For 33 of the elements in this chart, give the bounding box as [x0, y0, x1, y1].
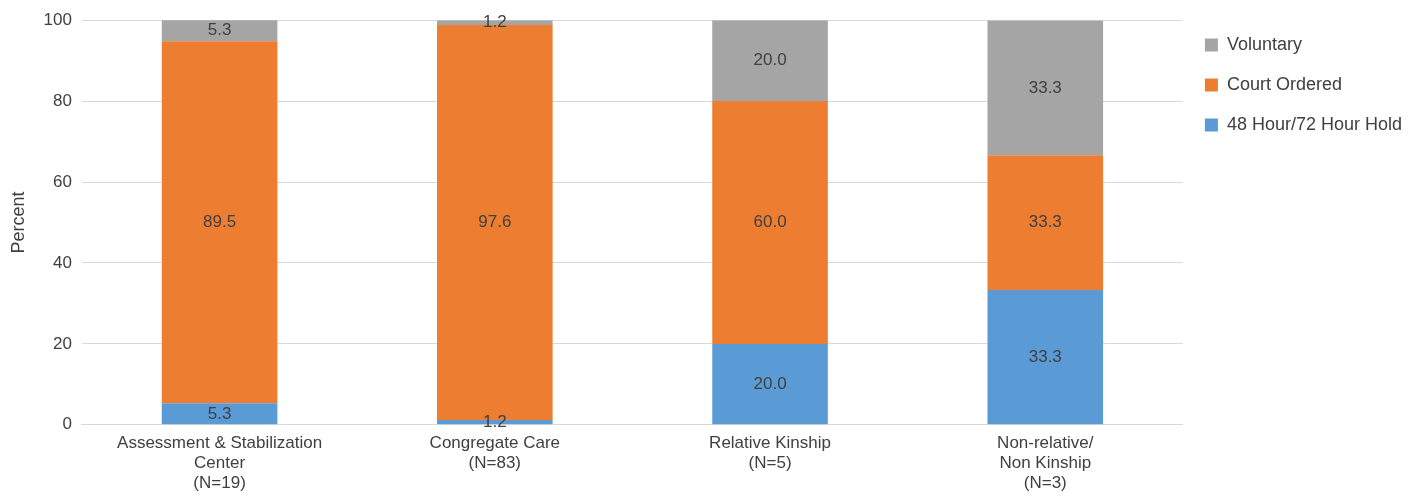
y-axis-title: Percent — [7, 191, 28, 254]
data-label: 89.5 — [203, 211, 237, 231]
y-tick-label: 100 — [43, 9, 72, 29]
bar — [161, 41, 278, 404]
bar — [712, 101, 828, 344]
y-tick-label: 0 — [62, 414, 72, 434]
legend-label: Court Ordered — [1226, 73, 1342, 94]
data-label: 1.2 — [483, 411, 507, 431]
data-label: 33.3 — [1028, 77, 1062, 97]
y-tick-label: 80 — [53, 90, 72, 110]
data-label: 5.3 — [207, 20, 232, 40]
y-tick-label: 60 — [53, 171, 72, 191]
x-tick-label: Congregate Care (N=83) — [429, 432, 561, 473]
legend-label: Voluntary — [1226, 33, 1302, 54]
bar — [161, 403, 278, 425]
bar — [987, 20, 1104, 156]
bar — [712, 20, 828, 102]
x-tick-label: Non-relative/ Non Kinship (N=3) — [997, 432, 1094, 493]
data-label: 33.3 — [1028, 346, 1062, 366]
data-label: 5.3 — [207, 403, 232, 423]
data-label: 97.6 — [478, 212, 512, 232]
bar — [987, 290, 1104, 425]
x-tick-label: Relative Kinship (N=5) — [709, 432, 831, 473]
y-tick-label: 20 — [53, 333, 72, 353]
bar — [712, 343, 828, 425]
x-tick-label: Assessment & Stabilization Center (N=19) — [117, 432, 323, 493]
data-label: 33.3 — [1028, 212, 1062, 232]
data-label: 20.0 — [753, 50, 787, 70]
data-label: 60.0 — [753, 212, 787, 232]
y-tick-label: 40 — [53, 252, 72, 272]
legend-label: 48 Hour/72 Hour Hold — [1226, 113, 1403, 134]
data-label: 20.0 — [753, 373, 787, 393]
bar — [987, 155, 1104, 291]
